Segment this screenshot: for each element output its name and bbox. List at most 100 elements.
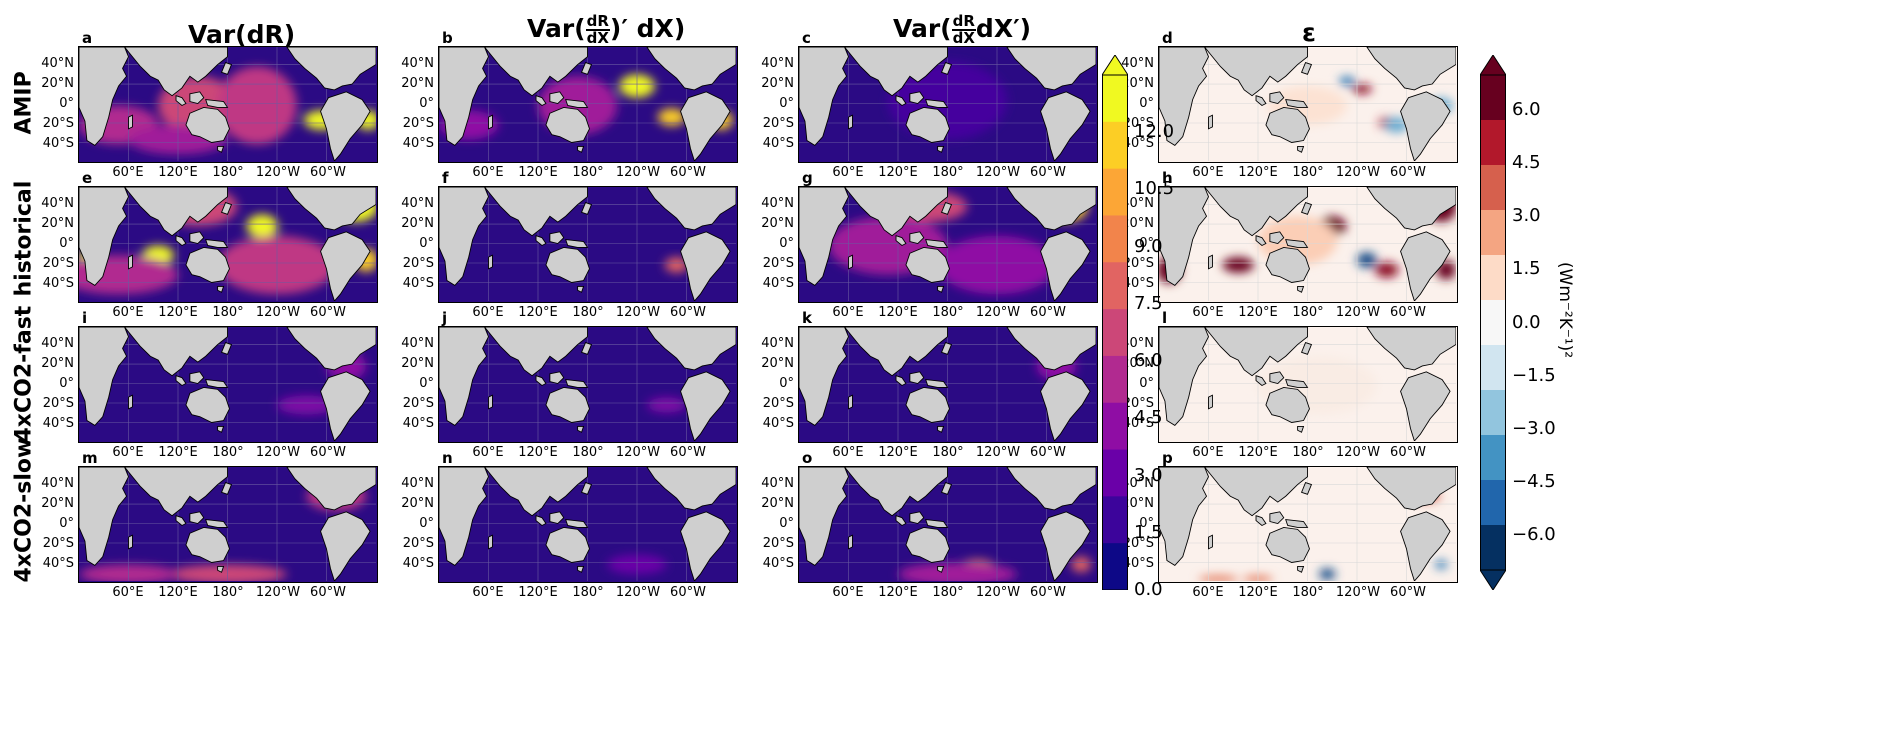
column-title-b: Var(dR dX)′ dX) xyxy=(527,14,685,46)
field-anomaly-d-0 xyxy=(1339,76,1356,86)
landmass-australia xyxy=(1265,386,1310,423)
colorbar-tick-label: −4.5 xyxy=(1512,470,1556,492)
landmass-madagascar xyxy=(488,114,493,130)
lat-tick-label: 20°N xyxy=(1121,216,1154,231)
landmass-africa xyxy=(79,467,129,566)
landmass-australia xyxy=(185,246,230,283)
landmass-eurasia xyxy=(483,187,588,237)
lon-tick-label: 120°W xyxy=(615,305,661,320)
colorbar-tick-label: 0.0 xyxy=(1512,311,1541,333)
landmass-australia xyxy=(905,386,950,423)
column-title-b-fraction: dR dX xyxy=(585,14,610,46)
landmass-madagascar xyxy=(128,254,133,270)
map-panel-i xyxy=(78,326,378,443)
row-label-amip: AMIP xyxy=(11,71,37,135)
lon-tick-label: 60°W xyxy=(310,585,346,600)
map-panel-m xyxy=(78,466,378,583)
landmass-sumatra xyxy=(1255,235,1267,246)
landmass-borneo xyxy=(549,511,565,524)
landmass-africa xyxy=(799,187,849,286)
colorbar-extend-min xyxy=(1479,569,1507,591)
lon-tick-label: 120°W xyxy=(1335,445,1381,460)
lat-tick-label: 0° xyxy=(59,516,74,531)
lon-tick-label: 60°W xyxy=(670,165,706,180)
landmass-newguinea xyxy=(565,519,589,528)
lat-tick-label: 0° xyxy=(59,376,74,391)
landmass-eurasia xyxy=(843,327,948,377)
colorbar-segment xyxy=(1102,402,1128,451)
lon-tick-label: 120°E xyxy=(158,305,198,320)
landmass-eurasia xyxy=(123,47,228,97)
column-title-c-prefix: Var( xyxy=(893,14,952,43)
lat-tick-label: 20°N xyxy=(401,76,434,91)
map-panel-p xyxy=(1158,466,1458,583)
landmass-samerica xyxy=(320,231,371,301)
lat-tick-label: 20°S xyxy=(762,396,794,411)
map-field-m xyxy=(79,467,376,581)
row-label-4xco2-fast: 4xCO2-fast xyxy=(11,305,37,443)
colorbar-extend-max xyxy=(1479,54,1507,76)
lon-tick-label: 60°E xyxy=(112,445,144,460)
lon-tick-label: 180° xyxy=(572,305,604,320)
landmass-newguinea xyxy=(925,379,949,388)
field-anomaly-i-2 xyxy=(277,395,337,415)
lon-tick-label: 60°W xyxy=(1390,305,1426,320)
landmass-tasmania xyxy=(937,565,945,573)
lon-tick-label: 120°W xyxy=(255,165,301,180)
lon-tick-label: 120°W xyxy=(975,165,1021,180)
landmass-tasmania xyxy=(577,565,585,573)
landmass-eurasia xyxy=(843,187,948,237)
lat-tick-label: 0° xyxy=(59,236,74,251)
lat-tick-label: 20°S xyxy=(1122,396,1154,411)
landmass-africa xyxy=(799,47,849,146)
column-title-c-numerator: dR xyxy=(951,12,976,31)
landmass-tasmania xyxy=(937,285,945,293)
landmass-eurasia xyxy=(1203,327,1308,377)
colorbar-tick-label: 0.0 xyxy=(1134,579,1163,600)
lon-tick-label: 60°W xyxy=(670,585,706,600)
panel-letter-e: e xyxy=(82,169,93,187)
landmass-sumatra xyxy=(895,95,907,106)
colorbar-segment xyxy=(1480,120,1506,166)
map-panel-k xyxy=(798,326,1098,443)
panel-letter-b: b xyxy=(442,29,453,47)
landmass-samerica xyxy=(1040,511,1091,581)
map-panel-g xyxy=(798,186,1098,303)
landmass-madagascar xyxy=(848,254,853,270)
lat-tick-label: 0° xyxy=(419,96,434,111)
colorbar-segment xyxy=(1102,75,1128,123)
landmass-africa xyxy=(439,467,489,566)
map-panel-b xyxy=(438,46,738,163)
panel-letter-c: c xyxy=(802,29,811,47)
lat-tick-label: 20°N xyxy=(41,216,74,231)
landmass-namerica xyxy=(286,467,376,511)
landmass-sumatra xyxy=(175,515,187,526)
landmass-namerica xyxy=(1366,47,1456,91)
lon-tick-label: 60°W xyxy=(1390,585,1426,600)
colorbar-tick-label: 1.5 xyxy=(1512,258,1541,280)
lon-tick-label: 60°E xyxy=(1192,165,1224,180)
landmass-namerica xyxy=(1366,327,1456,371)
colorbar-segment xyxy=(1480,525,1506,571)
landmass-borneo xyxy=(189,91,205,104)
landmass-japan xyxy=(580,342,593,355)
landmass-borneo xyxy=(189,371,205,384)
landmass-africa xyxy=(439,47,489,146)
landmass-japan xyxy=(940,342,953,355)
landmass-japan xyxy=(580,482,593,495)
landmass-sumatra xyxy=(535,375,547,386)
landmass-japan xyxy=(220,342,233,355)
lat-tick-label: 20°S xyxy=(762,116,794,131)
lon-tick-label: 60°E xyxy=(832,305,864,320)
landmass-borneo xyxy=(189,511,205,524)
landmass-japan xyxy=(1300,342,1313,355)
lat-tick-label: 40°N xyxy=(1121,476,1154,491)
colorbar-segment xyxy=(1102,262,1128,310)
lon-tick-label: 60°E xyxy=(832,585,864,600)
landmass-africa xyxy=(1159,467,1209,566)
landmass-eurasia xyxy=(483,467,588,517)
colorbar-segment xyxy=(1102,309,1128,357)
landmass-tasmania xyxy=(217,565,225,573)
lon-tick-label: 180° xyxy=(932,305,964,320)
lat-tick-label: 40°N xyxy=(761,476,794,491)
